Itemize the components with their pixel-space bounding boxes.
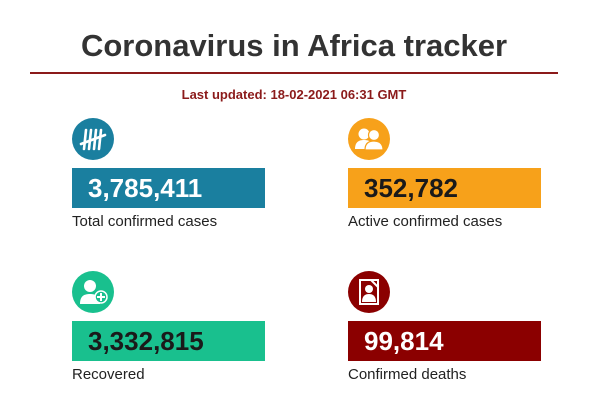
active-confirmed-card: 352,782 Active confirmed cases bbox=[348, 118, 548, 238]
title-divider bbox=[30, 72, 558, 74]
tally-marks-icon bbox=[72, 118, 114, 160]
memorial-portrait-icon bbox=[348, 271, 390, 313]
last-updated-text: Last updated: 18-02-2021 06:31 GMT bbox=[181, 87, 407, 102]
recovered-person-plus-icon bbox=[72, 271, 114, 313]
active-confirmed-value: 352,782 bbox=[348, 168, 541, 208]
active-confirmed-label: Active confirmed cases bbox=[348, 213, 503, 230]
page-title: Coronavirus in Africa tracker bbox=[80, 28, 508, 63]
total-confirmed-label: Total confirmed cases bbox=[72, 213, 218, 230]
total-confirmed-value: 3,785,411 bbox=[72, 168, 265, 208]
recovered-label: Recovered bbox=[72, 366, 145, 383]
recovered-value: 3,332,815 bbox=[72, 321, 265, 361]
recovered-card: 3,332,815 Recovered bbox=[72, 271, 272, 391]
total-confirmed-card: 3,785,411 Total confirmed cases bbox=[72, 118, 272, 238]
confirmed-deaths-value: 99,814 bbox=[348, 321, 541, 361]
people-group-icon bbox=[348, 118, 390, 160]
confirmed-deaths-card: 99,814 Confirmed deaths bbox=[348, 271, 548, 391]
confirmed-deaths-label: Confirmed deaths bbox=[348, 366, 467, 383]
